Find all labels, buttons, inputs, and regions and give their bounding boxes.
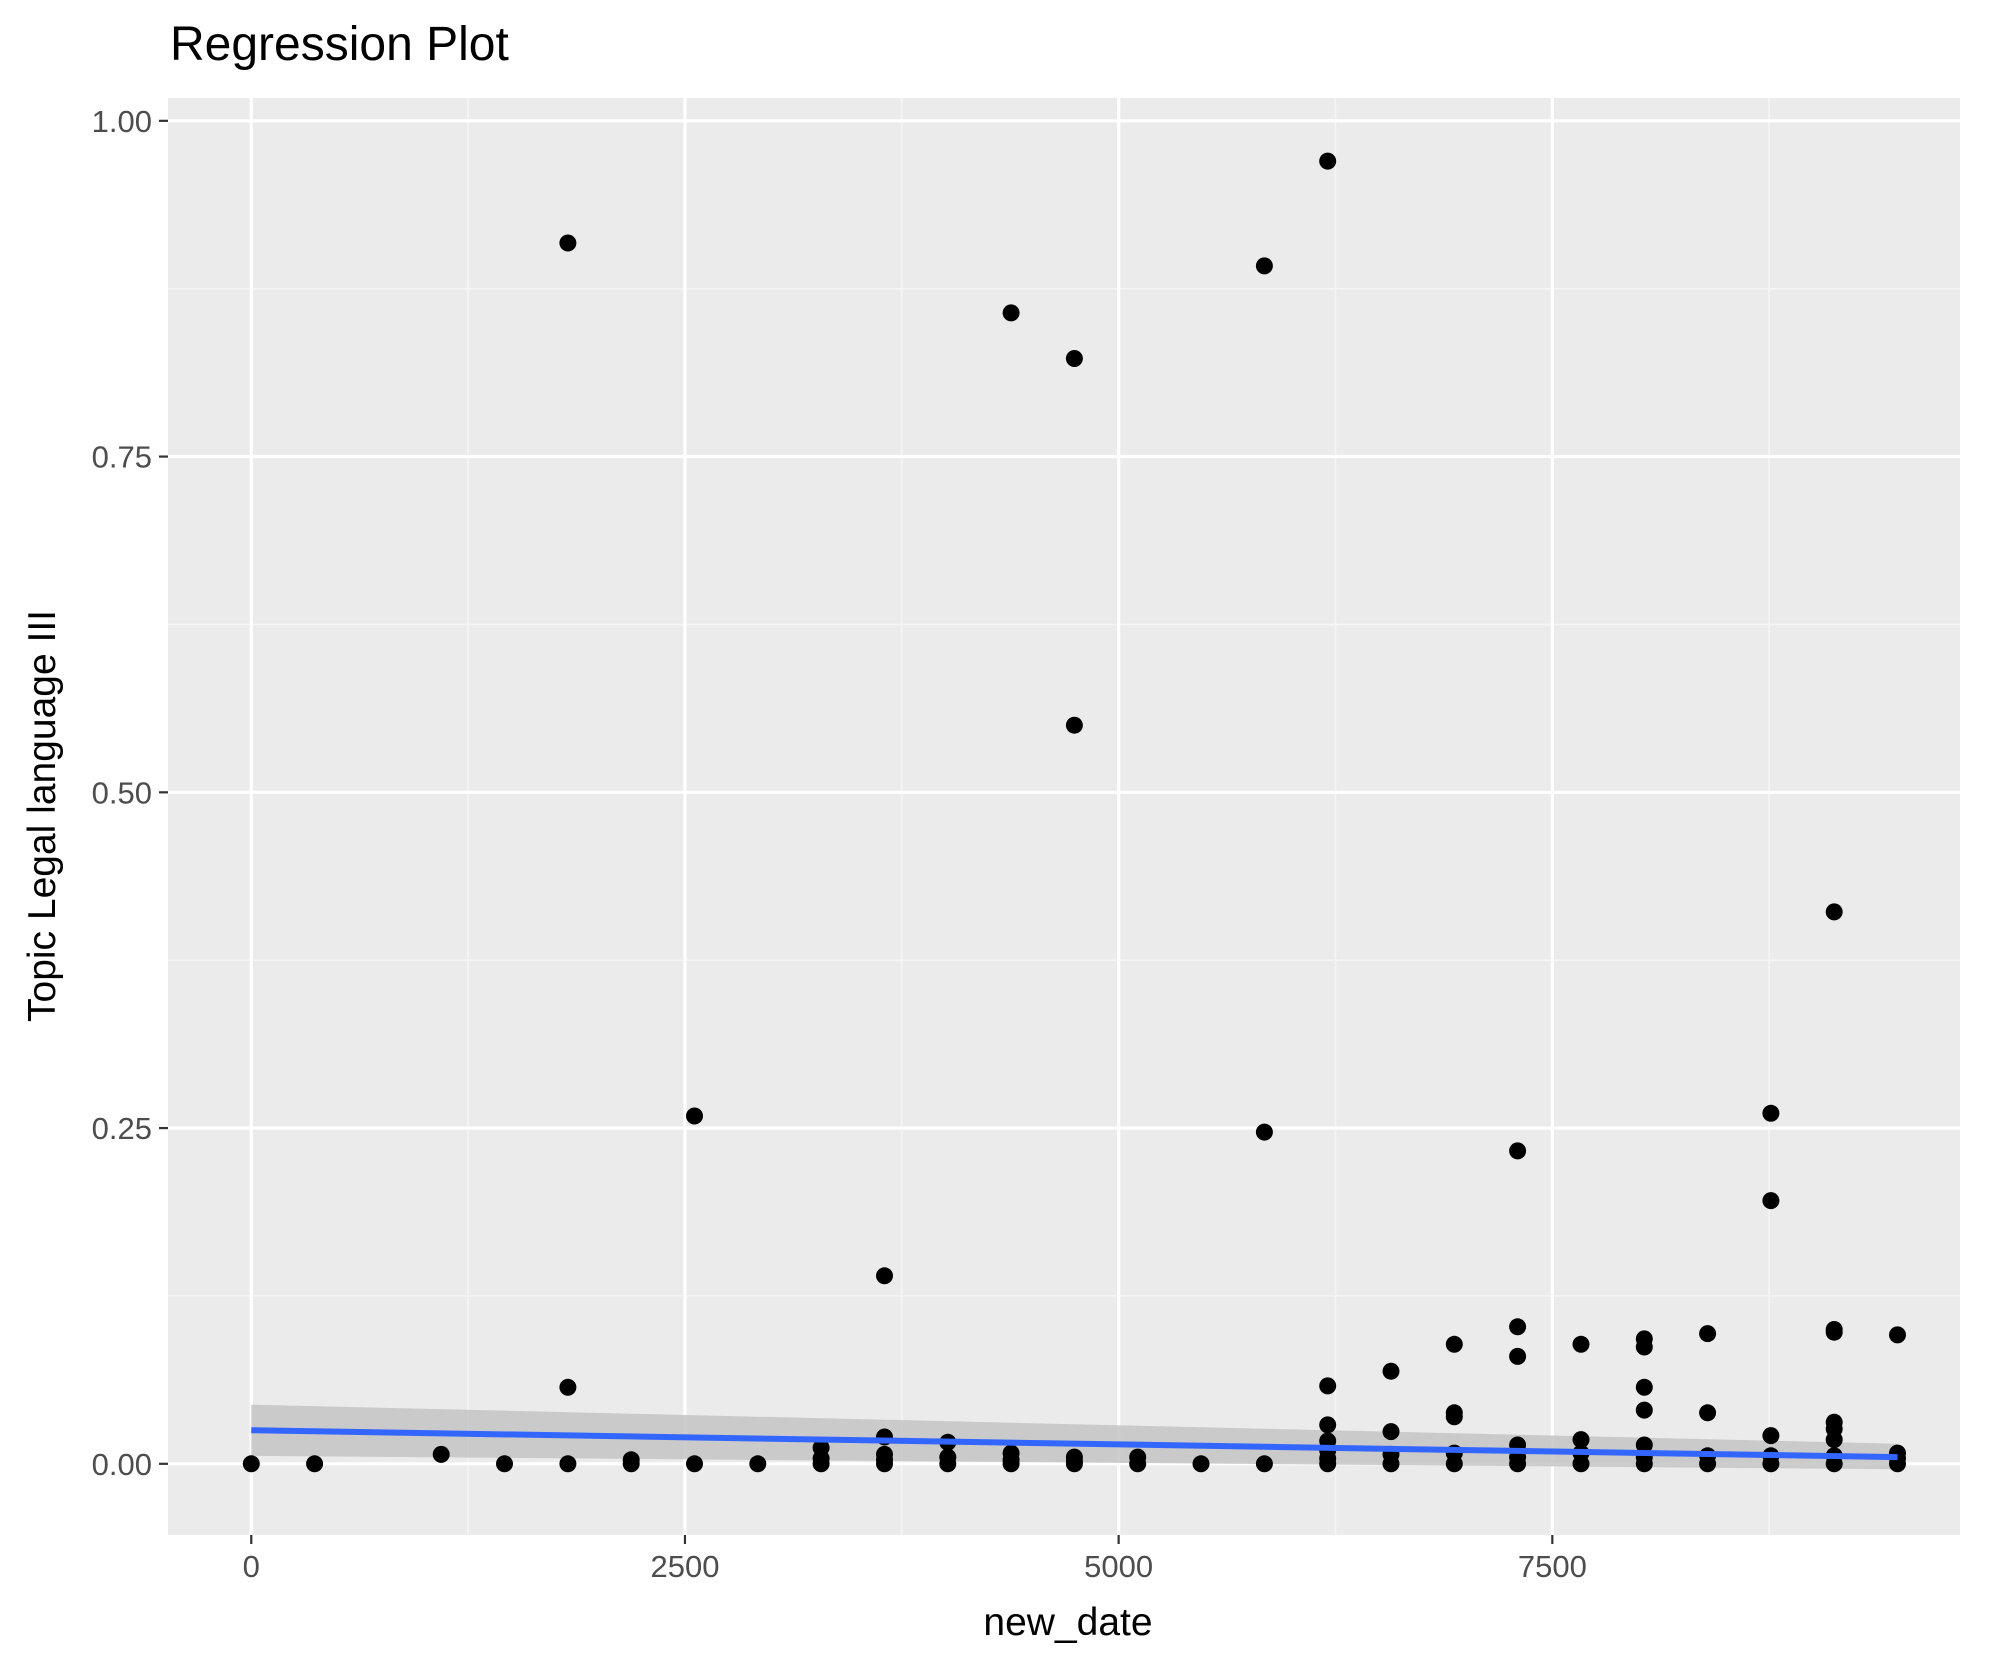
y-tick-label: 0.00 xyxy=(92,1447,152,1482)
data-point xyxy=(433,1446,450,1463)
data-point xyxy=(1319,153,1336,170)
data-point xyxy=(1256,1124,1273,1141)
data-point xyxy=(1256,1455,1273,1472)
data-point xyxy=(1383,1363,1400,1380)
data-point xyxy=(1762,1192,1779,1209)
data-point xyxy=(243,1455,260,1472)
data-point xyxy=(1446,1408,1463,1425)
x-tick-label: 2500 xyxy=(650,1549,719,1584)
x-tick-label: 7500 xyxy=(1518,1549,1587,1584)
data-point xyxy=(1889,1326,1906,1343)
y-tick-label: 1.00 xyxy=(92,104,152,139)
data-point xyxy=(1509,1455,1526,1472)
data-point xyxy=(1446,1455,1463,1472)
data-point xyxy=(749,1455,766,1472)
x-axis: 0 2500 5000 7500 xyxy=(243,1535,1587,1584)
data-point xyxy=(1509,1142,1526,1159)
data-point xyxy=(876,1455,893,1472)
y-axis-title: Topic Legal language III xyxy=(21,610,64,1022)
data-point xyxy=(559,235,576,252)
data-point xyxy=(559,1455,576,1472)
data-point xyxy=(686,1455,703,1472)
data-point xyxy=(1319,1455,1336,1472)
data-point xyxy=(1256,257,1273,274)
data-point xyxy=(1383,1423,1400,1440)
data-point xyxy=(1636,1402,1653,1419)
data-point xyxy=(1066,717,1083,734)
data-point xyxy=(1509,1318,1526,1335)
data-point xyxy=(1003,304,1020,321)
y-tick-label: 0.75 xyxy=(92,440,152,475)
y-axis: 0.00 0.25 0.50 0.75 1.00 xyxy=(92,104,168,1482)
data-point xyxy=(1762,1105,1779,1122)
data-point xyxy=(1762,1427,1779,1444)
data-point xyxy=(1826,1324,1843,1341)
data-point xyxy=(306,1455,323,1472)
chart-title: Regression Plot xyxy=(170,18,509,71)
data-point xyxy=(1003,1455,1020,1472)
data-point xyxy=(1446,1336,1463,1353)
data-point xyxy=(1066,1455,1083,1472)
data-point xyxy=(1699,1325,1716,1342)
y-tick-label: 0.50 xyxy=(92,775,152,810)
data-point xyxy=(1573,1455,1590,1472)
y-tick-label: 0.25 xyxy=(92,1111,152,1146)
data-point xyxy=(1319,1416,1336,1433)
data-point xyxy=(1193,1455,1210,1472)
data-point xyxy=(1699,1455,1716,1472)
data-point xyxy=(686,1108,703,1125)
data-point xyxy=(1066,350,1083,367)
data-point xyxy=(496,1455,513,1472)
data-point xyxy=(1699,1404,1716,1421)
data-point xyxy=(1636,1339,1653,1356)
data-point xyxy=(623,1455,640,1472)
data-point xyxy=(1573,1336,1590,1353)
plot-panel xyxy=(168,98,1960,1535)
data-point xyxy=(939,1455,956,1472)
data-point xyxy=(1826,903,1843,920)
data-point xyxy=(1509,1348,1526,1365)
data-point xyxy=(1319,1377,1336,1394)
data-point xyxy=(1129,1455,1146,1472)
x-tick-label: 5000 xyxy=(1084,1549,1153,1584)
x-tick-label: 0 xyxy=(243,1549,260,1584)
data-point xyxy=(1636,1455,1653,1472)
data-point xyxy=(1826,1431,1843,1448)
data-point xyxy=(559,1379,576,1396)
data-point xyxy=(1636,1379,1653,1396)
data-point xyxy=(813,1455,830,1472)
x-axis-title: new_date xyxy=(983,1601,1152,1644)
data-point xyxy=(876,1267,893,1284)
data-point xyxy=(1383,1455,1400,1472)
